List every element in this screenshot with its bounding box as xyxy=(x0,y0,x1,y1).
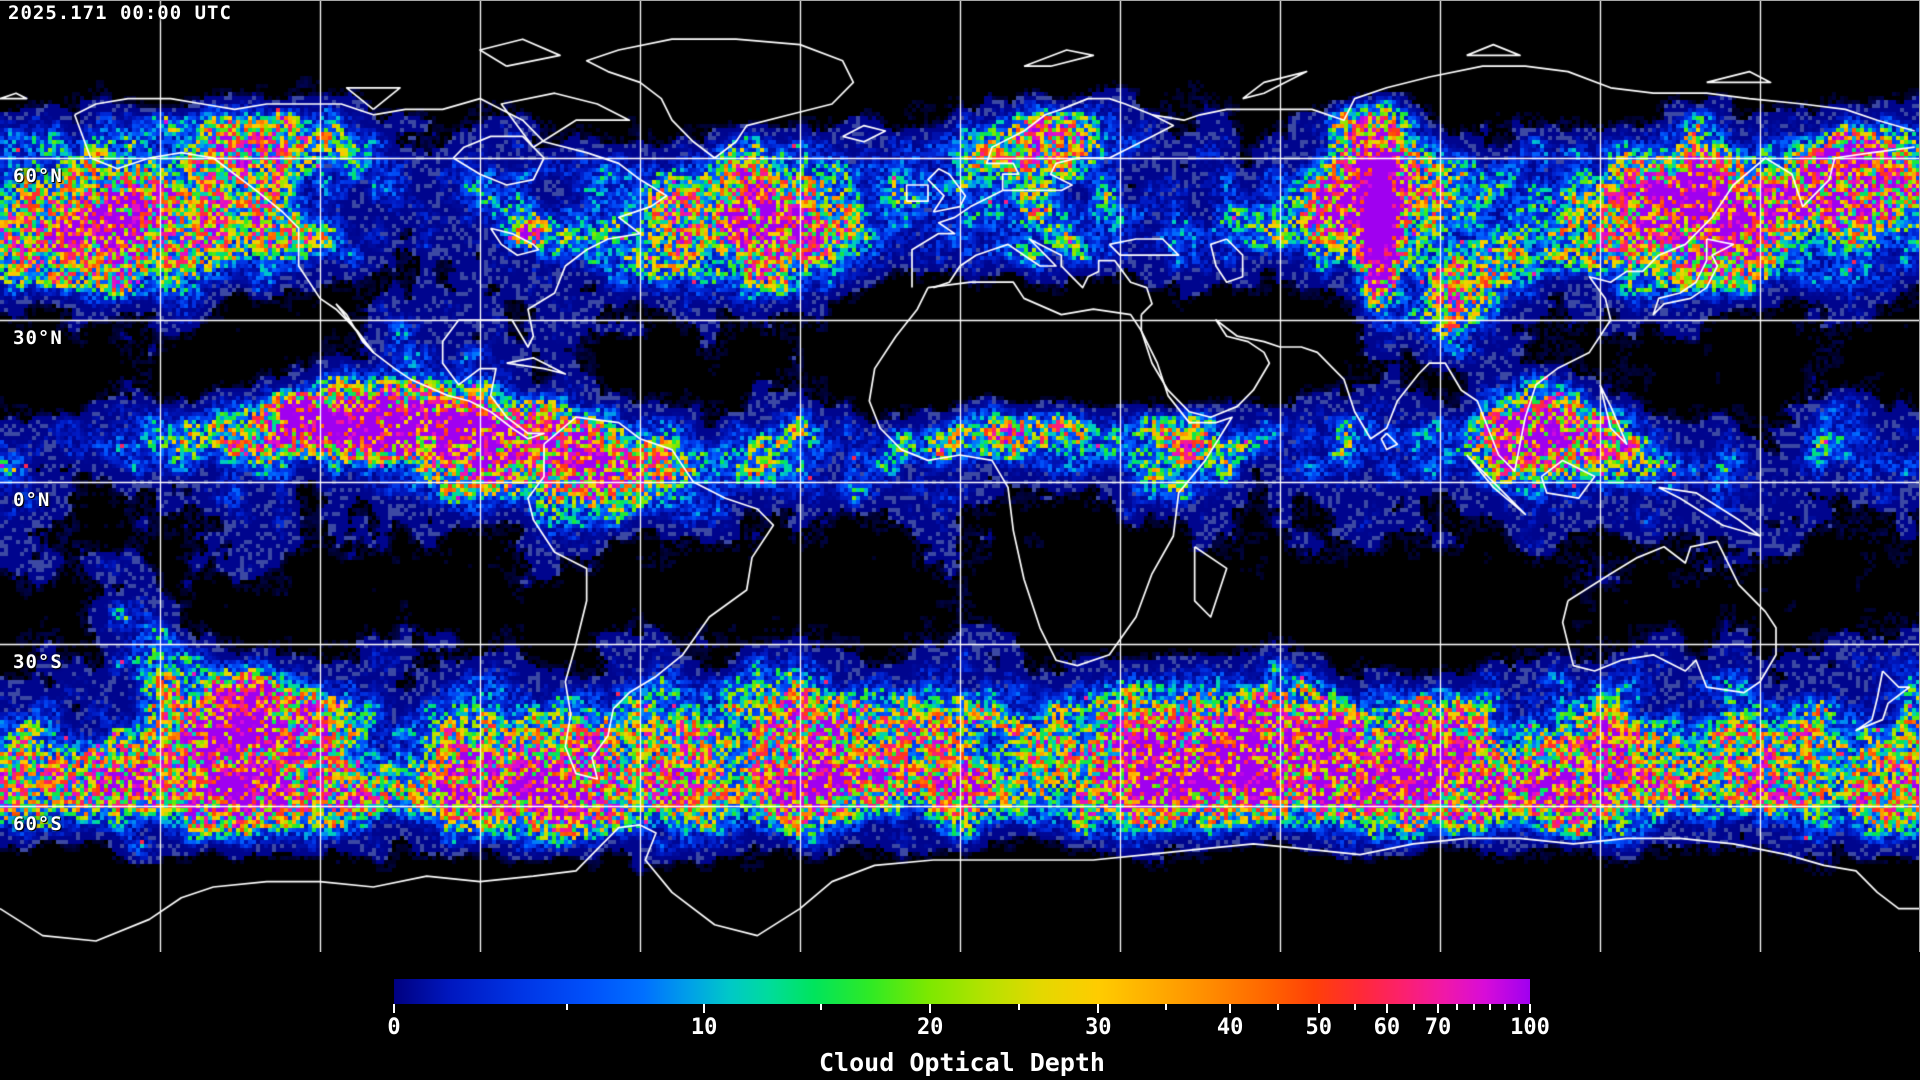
colorbar-minor-tick xyxy=(565,1004,568,1010)
colorbar-minor-tick xyxy=(1017,1004,1020,1010)
colorbar-major-tick xyxy=(1097,1004,1100,1013)
colorbar-tick-label: 60 xyxy=(1373,1015,1401,1040)
colorbar xyxy=(394,979,1530,1004)
colorbar-minor-tick xyxy=(1504,1004,1506,1010)
latitude-label: 0°N xyxy=(13,489,51,511)
latitude-label: 30°S xyxy=(13,651,63,673)
colorbar-major-tick xyxy=(393,1004,395,1013)
timestamp-label: 2025.171 00:00 UTC xyxy=(8,2,232,24)
colorbar-minor-tick xyxy=(1456,1004,1459,1010)
colorbar-tick-label: 0 xyxy=(387,1015,401,1040)
colorbar-minor-tick xyxy=(1473,1004,1476,1010)
colorbar-tick-label: 40 xyxy=(1216,1015,1244,1040)
colorbar-title: Cloud Optical Depth xyxy=(819,1048,1105,1077)
colorbar-tick-label: 30 xyxy=(1085,1015,1112,1040)
colorbar-major-tick xyxy=(1529,1004,1531,1013)
latitude-label: 30°N xyxy=(13,327,63,349)
colorbar-minor-tick xyxy=(1165,1004,1168,1010)
colorbar-minor-tick xyxy=(1489,1004,1492,1010)
colorbar-major-tick xyxy=(703,1004,706,1013)
world-cloud-optical-depth-map xyxy=(0,0,1920,952)
colorbar-tick-label: 50 xyxy=(1305,1015,1332,1040)
latitude-label: 60°S xyxy=(13,813,63,835)
colorbar-tick-label: 10 xyxy=(690,1015,718,1040)
colorbar-minor-tick xyxy=(1517,1004,1520,1010)
colorbar-gradient xyxy=(394,979,1530,1004)
colorbar-major-tick xyxy=(1317,1004,1320,1013)
colorbar-major-tick xyxy=(929,1004,932,1013)
colorbar-minor-tick xyxy=(1354,1004,1357,1010)
colorbar-tick-label: 70 xyxy=(1424,1015,1452,1040)
colorbar-minor-tick xyxy=(820,1004,823,1010)
colorbar-tick-label: 20 xyxy=(916,1015,944,1040)
colorbar-major-tick xyxy=(1385,1004,1388,1013)
colorbar-minor-tick xyxy=(1413,1004,1416,1010)
colorbar-minor-tick xyxy=(1276,1004,1279,1010)
colorbar-major-tick xyxy=(1229,1004,1232,1013)
window-frame-top-edge xyxy=(0,0,1920,1)
colorbar-major-tick xyxy=(1436,1004,1439,1013)
latitude-label: 60°N xyxy=(13,165,63,187)
colorbar-tick-label: 100 xyxy=(1510,1015,1550,1040)
